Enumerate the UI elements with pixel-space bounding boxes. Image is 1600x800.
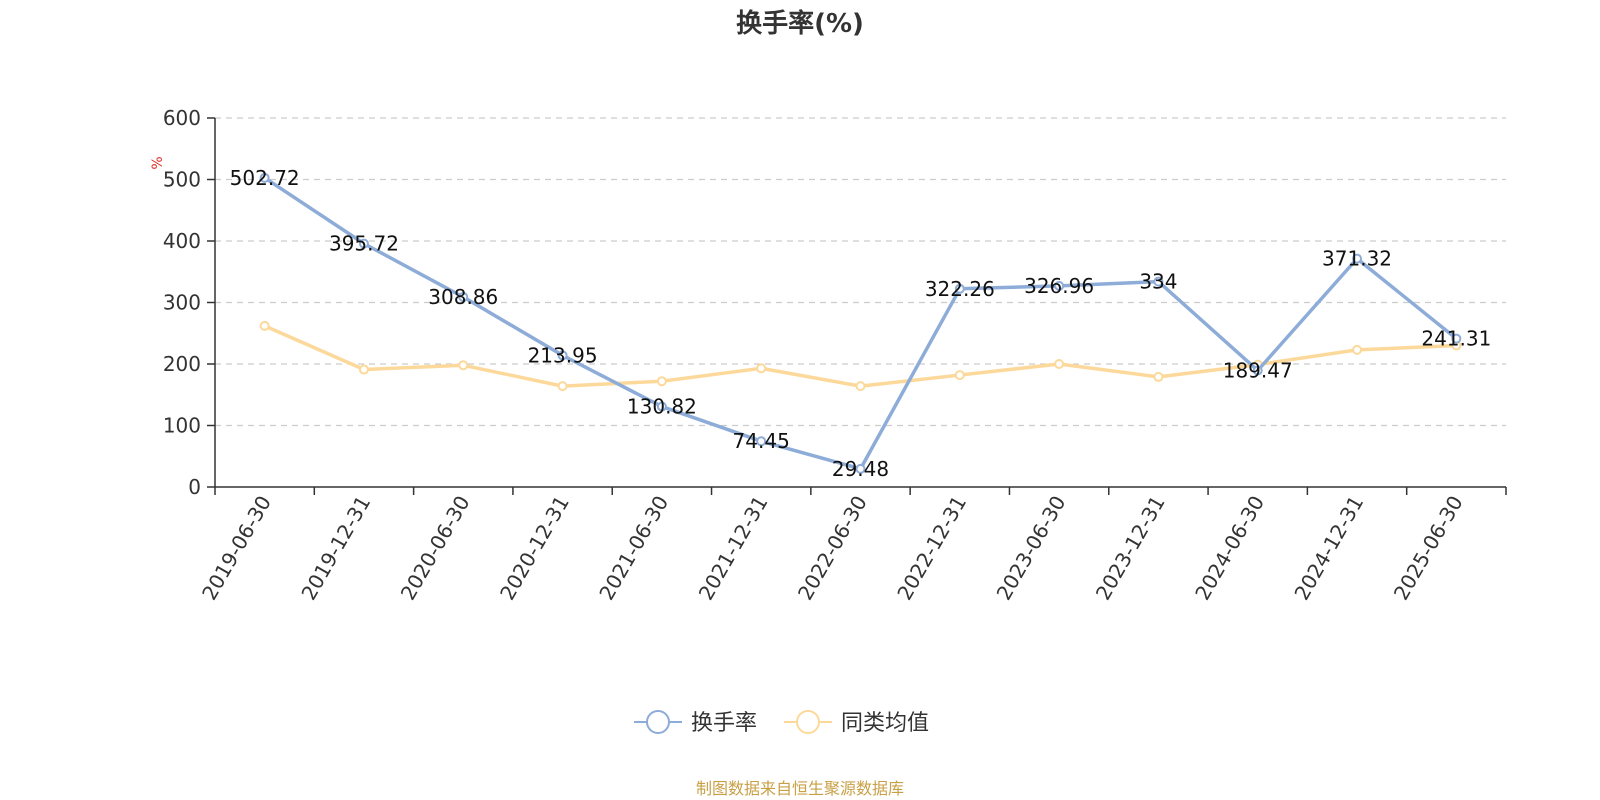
data-label: 395.72: [329, 232, 399, 256]
data-point: [954, 283, 965, 294]
x-tick-label: 2019-06-30: [197, 492, 276, 605]
legend-label: 同类均值: [841, 711, 929, 736]
x-tick-label: 2023-12-31: [1091, 492, 1170, 605]
x-tick-label: 2022-12-31: [892, 492, 971, 605]
y-tick-label: 100: [163, 414, 201, 438]
y-tick-label: 200: [163, 352, 201, 376]
data-point: [1352, 344, 1363, 355]
data-point: [656, 376, 667, 387]
x-tick-label: 2024-12-31: [1289, 492, 1368, 605]
data-point: [557, 381, 568, 392]
legend[interactable]: 换手率 同类均值: [634, 710, 929, 736]
data-point: [1252, 365, 1263, 376]
data-label: 74.45: [733, 429, 790, 453]
y-tick-label: 400: [163, 229, 201, 253]
data-point: [259, 172, 270, 183]
data-label: 29.48: [832, 457, 889, 481]
x-tick-label: 2019-12-31: [296, 492, 375, 605]
data-point: [1451, 333, 1462, 344]
data-point: [458, 292, 469, 303]
series-1: [259, 320, 1462, 392]
data-label: 308.86: [428, 285, 498, 309]
data-label: 213.95: [528, 343, 598, 367]
x-tick-label: 2022-06-30: [793, 492, 872, 605]
x-tick-label: 2024-06-30: [1190, 492, 1269, 605]
series-line: [263, 176, 1458, 471]
data-point: [358, 238, 369, 249]
grid-lines: [215, 117, 1506, 427]
series-layer: [259, 172, 1462, 474]
data-label: 189.47: [1223, 358, 1293, 382]
data-label: 241.31: [1421, 327, 1491, 351]
y-axis-unit-label: %: [150, 156, 166, 169]
data-label: 326.96: [1024, 274, 1094, 298]
data-label: 322.26: [925, 277, 995, 301]
legend-item-1[interactable]: 同类均值: [784, 710, 929, 736]
data-point: [855, 463, 866, 474]
x-tick-label: 2025-06-30: [1389, 492, 1468, 605]
source-note: 制图数据来自恒生聚源数据库: [696, 779, 904, 798]
y-tick-label: 0: [188, 475, 201, 499]
data-point: [557, 350, 568, 361]
data-point: [954, 370, 965, 381]
data-point: [1054, 359, 1065, 369]
legend-label: 换手率: [691, 711, 757, 736]
y-tick-label: 600: [163, 106, 201, 130]
data-label: 371.32: [1322, 247, 1392, 271]
x-tick-label: 2020-06-30: [396, 492, 475, 605]
data-point: [1153, 276, 1164, 287]
data-point: [855, 381, 866, 392]
chart-title: 换手率(%): [736, 8, 864, 39]
data-point: [1352, 253, 1363, 264]
data-point: [259, 320, 270, 331]
x-tick-label: 2021-06-30: [594, 492, 673, 605]
data-point: [756, 436, 767, 447]
data-label: 334: [1139, 270, 1177, 294]
data-point: [756, 363, 767, 374]
y-tick-label: 300: [163, 291, 201, 315]
data-point: [458, 360, 469, 371]
series-0: [259, 172, 1462, 474]
x-tick-label: 2020-12-31: [495, 492, 574, 605]
axes: 0 100 200 300 400 500 600 2019-06-30 2019-12-31 2…: [163, 106, 1507, 605]
data-label: 502.72: [230, 166, 300, 190]
legend-marker-icon: [646, 710, 670, 734]
legend-marker-icon: [796, 710, 820, 734]
x-tick-label: 2023-06-30: [992, 492, 1071, 605]
data-point: [1153, 371, 1164, 382]
data-label: 130.82: [627, 395, 697, 419]
x-tick-label: 2021-12-31: [694, 492, 773, 605]
data-point: [656, 401, 667, 412]
data-point: [1054, 280, 1065, 291]
legend-item-0[interactable]: 换手率: [634, 710, 757, 736]
data-labels: 502.72 395.72 308.86 213.95 130.82 74.45 29.48…: [230, 166, 1492, 481]
data-point: [358, 364, 369, 375]
y-tick-label: 500: [163, 168, 201, 192]
